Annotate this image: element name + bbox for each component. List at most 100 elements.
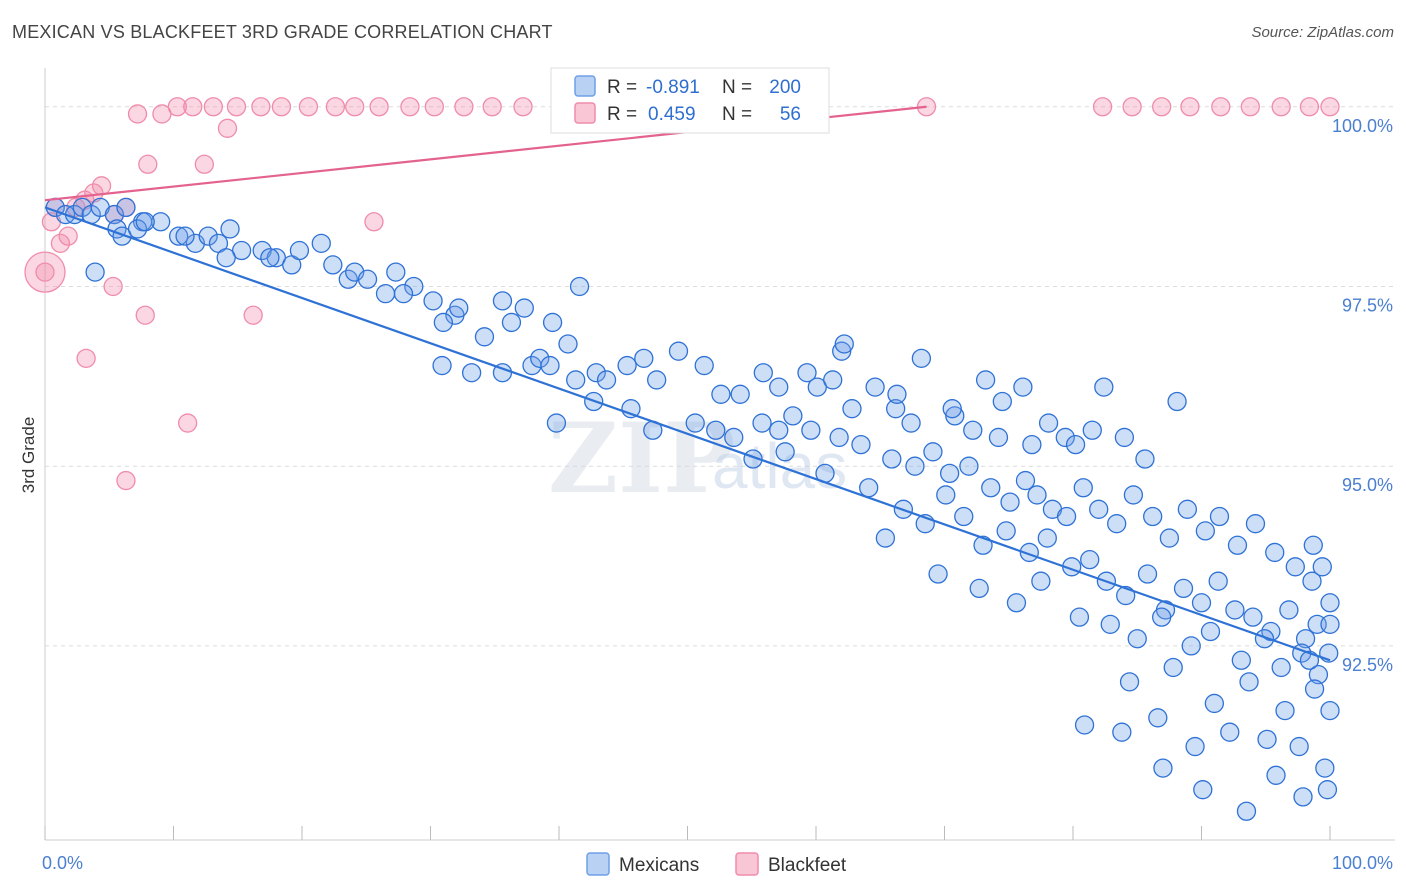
- mexicans-point-14: [135, 212, 155, 232]
- mexicans-point-6: [104, 204, 125, 225]
- mexicans-point-108: [1089, 499, 1109, 519]
- y-tick-label-0: 100.0%: [1332, 116, 1393, 136]
- mexicans-point-49: [461, 363, 482, 383]
- blackfeet-point-10: [103, 276, 123, 297]
- mexicans-point-178: [1315, 758, 1335, 778]
- blackfeet-point-51: [1320, 97, 1340, 117]
- y-tick-labels: 100.0% 97.5% 95.0% 92.5%: [1332, 116, 1393, 675]
- mexicans-point-17: [198, 226, 218, 246]
- mexicans-point-135: [1080, 549, 1100, 570]
- mexicans-point-98: [923, 442, 943, 462]
- blackfeet-point-47: [1211, 97, 1231, 117]
- mexicans-point-83: [546, 413, 567, 433]
- mexicans-point-71: [886, 399, 906, 419]
- mexicans-point-97: [905, 456, 925, 476]
- mexicans-point-43: [501, 312, 522, 333]
- blackfeet-point-27: [345, 97, 365, 117]
- blackfeet-large-point: [24, 251, 66, 293]
- blackfeet-point-28: [369, 97, 389, 117]
- mexicans-point-104: [1027, 485, 1047, 505]
- mexicans-point-158: [1181, 636, 1201, 656]
- mexicans-point-194: [1167, 391, 1187, 412]
- mexicans-point-12: [150, 212, 171, 232]
- axes: [44, 68, 1395, 841]
- mexicans-point-167: [1204, 693, 1224, 714]
- mexicans-point-75: [988, 427, 1009, 448]
- mexicans-point-133: [1037, 528, 1057, 548]
- mexicans-point-46: [558, 334, 578, 354]
- mexicans-point-176: [1257, 729, 1277, 750]
- blackfeet-point-20: [183, 97, 203, 117]
- mexicans-point-200: [1303, 535, 1323, 555]
- bottom-legend-mexicans: Mexicans: [619, 855, 699, 876]
- x-tick-label-1: 100.0%: [1332, 853, 1393, 873]
- mexicans-point-141: [1191, 593, 1212, 613]
- blackfeet-point-32: [482, 97, 502, 117]
- mexicans-point-149: [875, 528, 896, 548]
- mexicans-point-32: [357, 269, 378, 289]
- mexicans-point-144: [1243, 607, 1263, 627]
- blackfeet-point-53: [364, 212, 384, 232]
- blackfeet-point-13: [177, 413, 198, 433]
- mexicans-point-103: [1015, 470, 1036, 491]
- mexicans-point-76: [1022, 434, 1042, 455]
- legend-r-value-blackfeet: 0.459: [648, 104, 696, 125]
- mexicans-point-36: [393, 284, 414, 304]
- mexicans-point-128: [936, 485, 956, 505]
- mexicans-point-37: [423, 291, 443, 311]
- mexicans-point-152: [1006, 593, 1027, 613]
- blackfeet-point-31: [454, 97, 474, 117]
- mexicans-point-182: [1266, 765, 1286, 785]
- mexicans-point-70: [865, 377, 885, 397]
- mexicans-point-192: [1013, 377, 1033, 397]
- mexicans-point-79: [1065, 434, 1086, 455]
- mexicans-point-54: [566, 370, 586, 390]
- blackfeet-point-26: [325, 97, 346, 117]
- legend-n-value-mexicans: 200: [769, 77, 801, 98]
- source-credit: Source: ZipAtlas.com: [1251, 24, 1394, 41]
- mexicans-point-45: [542, 312, 563, 333]
- mexicans-point-101: [981, 478, 1001, 498]
- mexicans-point-123: [775, 442, 795, 462]
- blackfeet-point-14: [116, 470, 136, 491]
- mexicans-point-102: [1000, 492, 1020, 512]
- mexicans-point-22: [216, 248, 236, 268]
- mexicans-point-189: [942, 399, 962, 419]
- mexicans-point-69: [842, 399, 862, 419]
- mexicans-point-53: [540, 355, 560, 376]
- mexicans-point-137: [1116, 585, 1136, 606]
- mexicans-point-129: [954, 506, 974, 527]
- mexicans-point-160: [1231, 650, 1251, 670]
- mexicans-point-143: [1225, 600, 1245, 620]
- mexicans-point-109: [1107, 514, 1127, 534]
- mexicans-point-92: [783, 406, 803, 426]
- blackfeet-point-15: [138, 154, 158, 174]
- trend-lines: [44, 105, 1331, 662]
- blackfeet-point-24: [271, 97, 292, 117]
- y-tick-label-3: 92.5%: [1342, 655, 1393, 675]
- mexicans-point-175: [1220, 722, 1240, 742]
- mexicans-point-7: [116, 197, 136, 218]
- blackfeet-point-33: [513, 97, 533, 117]
- blackfeet-point-11: [76, 348, 96, 369]
- blackfeet-point-44: [1122, 97, 1142, 117]
- mexicans-point-42: [492, 291, 513, 311]
- mexicans-point-157: [1152, 607, 1172, 627]
- mexicans-point-80: [1082, 420, 1102, 440]
- mexicans-point-39: [449, 298, 469, 318]
- mexicans-point-161: [1254, 629, 1275, 649]
- bottom-legend-blackfeet: Blackfeet: [768, 855, 847, 876]
- mexicans-point-60: [668, 341, 689, 361]
- mexicans-point-78: [1055, 427, 1075, 448]
- series-legend: Mexicans Blackfeet: [586, 852, 847, 876]
- blackfeet-point-23: [251, 97, 271, 117]
- bottom-legend-swatch-blackfeet: [735, 852, 759, 876]
- mexicans-point-72: [901, 413, 921, 433]
- mexicans-point-68: [823, 370, 843, 390]
- legend-swatch-blackfeet: [574, 102, 596, 124]
- mexicans-point-130: [973, 535, 993, 555]
- mexicans-point-81: [1114, 427, 1135, 448]
- blackfeet-point-21: [203, 97, 223, 117]
- mexicans-point-114: [1195, 521, 1216, 541]
- mexicans-point-166: [1163, 657, 1183, 678]
